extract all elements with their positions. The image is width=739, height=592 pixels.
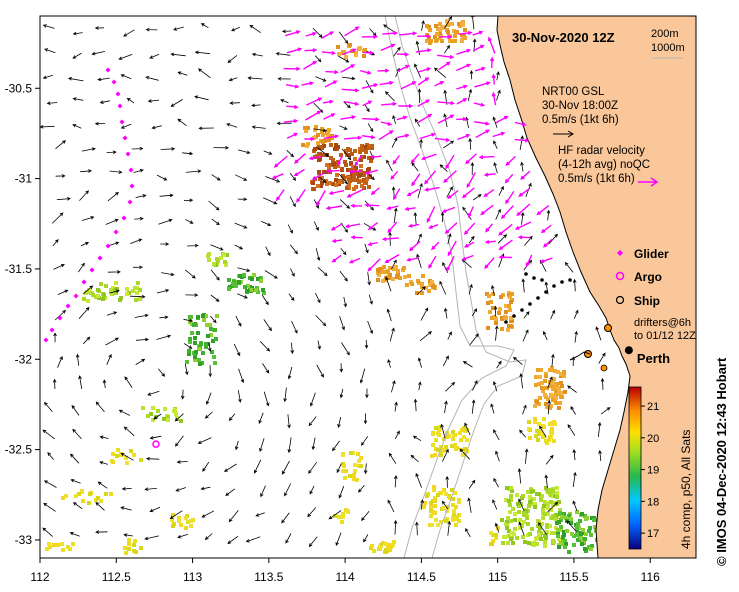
x-tick-label: 114.5 [407,570,436,584]
ship-track [504,272,572,324]
drifter-markers [569,324,612,372]
y-tick-label: -31 [15,172,33,186]
perth-marker [624,346,633,355]
x-tick-label: 112.5 [102,570,131,584]
colorbar-tick-label: 20 [647,433,659,445]
gsl-legend-line-3: 0.5m/s (1kt 6h) [542,114,619,126]
y-axis: -30.5 -31 -31.5 -32 -32.5 -33 [5,81,40,547]
credit-text: © IMOS 04-Dec-2020 12:43 Hobart [714,357,729,566]
x-axis: 112 112.5 113 113.5 114 114.5 115 115.5 116 [30,558,660,584]
x-tick-label: 116 [641,570,660,584]
isobath-200m [394,16,527,558]
hf-legend-line-3: 0.5m/s (1kt 6h) [558,173,635,185]
sst-patches [45,19,599,555]
glider-track [43,67,135,343]
drifter-legend-line-2: to 01/12 12Z [634,330,696,342]
hf-legend-line-2: (4-12h avg) noQC [558,159,650,171]
x-tick-label: 113.5 [254,570,283,584]
colorbar-tick-label: 21 [647,401,659,413]
scale-label-1000m: 1000m [651,42,685,54]
y-tick-label: -30.5 [5,81,33,95]
colorbar-ticks: 21 20 19 18 17 [641,401,659,540]
gsl-scale-arrow [553,130,574,138]
drifter-legend-line-1: drifters@6h [634,317,691,329]
argo-legend: Argo [615,270,662,284]
x-tick-label: 115 [488,570,507,584]
glider-legend: Glider [617,247,669,261]
y-tick-label: -31.5 [5,262,33,276]
sst-colorbar [628,386,642,550]
x-tick-label: 115.5 [559,570,588,584]
argo-legend-label: Argo [634,270,662,284]
argo-float-marker [152,440,160,448]
ship-legend: Ship [615,294,660,308]
gsl-legend-line-2: 30-Nov 18:00Z [542,100,618,112]
ship-legend-label: Ship [634,294,660,308]
hf-legend-line-1: HF radar velocity [558,145,645,157]
colorbar-caption: 4h comp, p50, All Sats [679,430,693,549]
colorbar-tick-label: 19 [647,465,659,477]
scale-label-200m: 200m [651,28,679,40]
glider-legend-label: Glider [634,247,669,261]
isobath-1000m [384,16,515,558]
colorbar-tick-label: 18 [647,496,659,508]
x-tick-label: 113 [183,570,202,584]
colorbar-tick-label: 17 [647,528,659,540]
perth-label: Perth [637,351,670,366]
x-tick-label: 112 [30,570,49,584]
y-tick-label: -32.5 [5,443,33,457]
gsl-legend-line-1: NRT00 GSL [542,86,605,98]
y-tick-label: -32 [15,352,33,366]
current-vectors [40,16,611,548]
x-tick-label: 114 [336,570,355,584]
map-title: 30-Nov-2020 12Z [512,30,615,45]
hf-scale-arrow [638,177,659,187]
y-tick-label: -33 [15,533,33,547]
plot-frame [39,15,697,559]
hf-radar-vectors [271,26,553,272]
